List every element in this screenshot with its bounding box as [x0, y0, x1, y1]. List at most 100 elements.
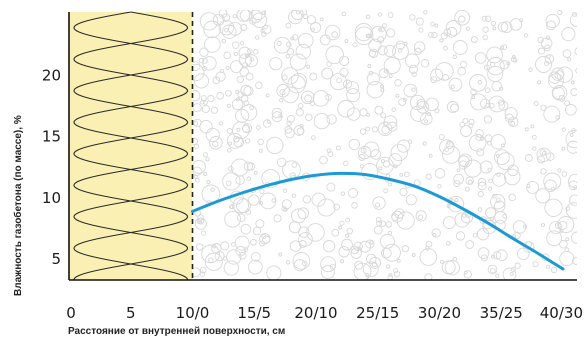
bubble	[285, 54, 290, 59]
bubble	[575, 67, 577, 74]
x-tick-label: 0	[66, 304, 76, 322]
insulation-wave-pattern	[73, 11, 189, 281]
bubble	[212, 13, 225, 26]
bubble	[253, 170, 258, 175]
bubble	[414, 47, 422, 56]
bubble	[288, 221, 301, 234]
bubble	[368, 70, 374, 76]
bubble	[365, 126, 371, 132]
bubble	[495, 153, 500, 158]
bubble	[561, 171, 568, 177]
bubble	[284, 128, 295, 139]
bubble	[258, 201, 263, 206]
bubble	[535, 188, 551, 204]
bubble	[411, 71, 417, 77]
bubble	[244, 138, 251, 144]
bubble	[442, 216, 456, 230]
bubble	[366, 33, 371, 38]
bubble	[450, 84, 455, 89]
bubble	[199, 266, 207, 274]
bubble	[488, 95, 506, 113]
bubble	[524, 127, 529, 132]
x-tick-label: 25/15	[356, 304, 399, 322]
bubble	[479, 136, 484, 142]
bubble	[203, 152, 209, 158]
bubble	[278, 98, 284, 103]
bubble	[455, 231, 466, 241]
bubble	[494, 149, 510, 166]
bubble	[454, 10, 471, 26]
bubble	[550, 266, 558, 274]
bubble	[460, 60, 468, 68]
bubble	[452, 40, 468, 55]
bubble	[240, 223, 252, 235]
bubble	[228, 166, 234, 172]
bubble	[468, 123, 474, 129]
bubble	[564, 100, 570, 107]
bubble	[361, 162, 379, 181]
x-tick-label: 35/25	[480, 304, 523, 322]
bubble	[233, 135, 240, 143]
bubble	[387, 12, 394, 18]
bubble	[340, 259, 345, 264]
bubble	[371, 126, 378, 133]
bubble	[500, 21, 513, 34]
bubble	[326, 182, 336, 192]
bubble	[376, 220, 383, 227]
bubble	[278, 113, 283, 118]
bubble	[491, 254, 496, 259]
bubble	[226, 147, 232, 153]
bubble	[402, 97, 407, 103]
bubble	[378, 166, 383, 171]
bubble	[544, 198, 563, 217]
bubble	[298, 231, 313, 247]
bubble	[383, 56, 401, 75]
bubble	[452, 54, 458, 60]
bubble	[523, 33, 529, 38]
bubble	[416, 100, 430, 114]
bubble	[532, 134, 537, 140]
bubble	[298, 226, 310, 238]
bubble	[464, 186, 470, 192]
bubble	[546, 230, 562, 247]
bubble	[282, 86, 299, 104]
bubble	[380, 247, 392, 259]
bubble	[251, 12, 268, 28]
bubble	[388, 182, 393, 187]
bubble	[504, 113, 514, 123]
bubble	[326, 114, 337, 125]
bubble	[565, 202, 577, 219]
bubble	[504, 107, 518, 121]
bubble	[541, 150, 547, 156]
bubble	[546, 20, 556, 31]
bubble	[295, 43, 312, 60]
bubble	[246, 176, 252, 182]
bubble	[405, 194, 417, 206]
bubble	[371, 261, 378, 268]
bubble	[482, 34, 488, 41]
bubble	[434, 168, 446, 179]
bubble	[477, 207, 483, 212]
bubble	[446, 26, 458, 38]
bubble	[482, 26, 489, 33]
bubble	[441, 260, 456, 275]
bubble	[479, 160, 493, 174]
bubble	[238, 46, 251, 59]
bubble	[245, 72, 254, 81]
bubble	[228, 141, 233, 146]
bubble	[380, 88, 385, 93]
bubble	[269, 57, 283, 71]
bubble	[537, 155, 545, 164]
bubble	[477, 247, 490, 259]
bubble	[453, 179, 461, 188]
bubble	[341, 238, 353, 251]
bubble	[390, 143, 408, 162]
bubble	[410, 105, 427, 122]
bubble	[492, 26, 497, 31]
bubble	[239, 41, 245, 46]
bubble	[557, 216, 575, 233]
bubble	[271, 107, 283, 119]
bubble	[489, 61, 496, 68]
bubble	[490, 20, 497, 27]
bubble	[448, 77, 463, 92]
